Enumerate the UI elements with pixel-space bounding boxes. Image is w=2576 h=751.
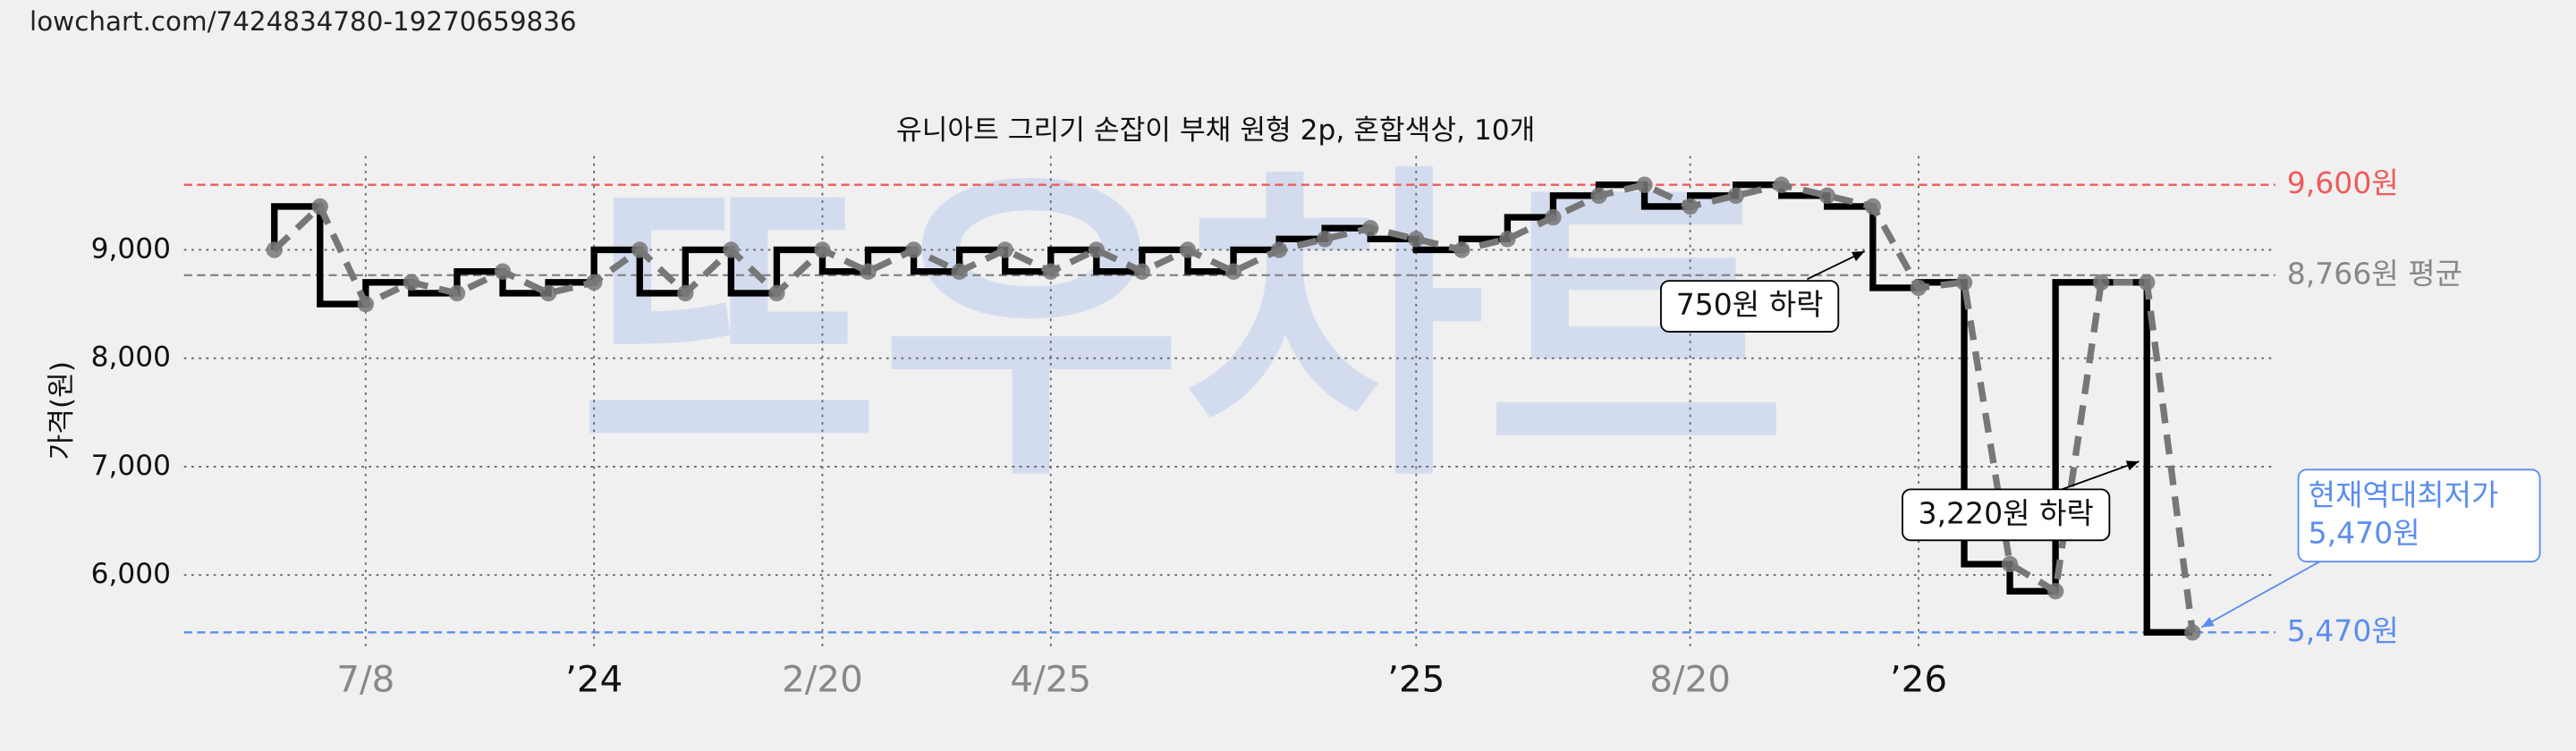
point	[1133, 263, 1151, 280]
point	[860, 263, 877, 280]
point	[539, 284, 557, 302]
x-tick-label: 2/20	[782, 657, 863, 700]
point	[1453, 241, 1470, 258]
point	[631, 241, 648, 258]
annotation-arrow	[2200, 561, 2320, 629]
x-tick-label: 4/25	[1010, 657, 1091, 700]
point	[448, 284, 466, 302]
point	[1545, 208, 1562, 226]
annotation-text: 현재역대최저가	[2309, 477, 2499, 512]
point	[2184, 624, 2201, 641]
x-tick-label: ’26	[1890, 657, 1947, 700]
y-tick-label: 8,000	[91, 342, 171, 374]
x-tick-label: ’24	[565, 657, 623, 700]
point	[402, 274, 420, 291]
point	[996, 241, 1013, 258]
annotation-text: 3,220원 하락	[1918, 495, 2093, 530]
point	[1042, 263, 1059, 280]
point	[2093, 274, 2110, 291]
point	[1910, 279, 1928, 297]
point	[1818, 187, 1835, 205]
x-tick-label: ’25	[1387, 657, 1445, 700]
url: lowchart.com/7424834780-19270659836	[30, 6, 577, 37]
point	[1362, 220, 1379, 237]
point	[1727, 187, 1744, 205]
point	[1864, 198, 1882, 215]
annotation-text: 5,470원	[2309, 515, 2420, 550]
reference-label: 9,600원	[2287, 165, 2399, 200]
point	[1590, 187, 1607, 205]
y-axis-label: 가격(원)	[46, 361, 78, 460]
point	[311, 198, 328, 215]
annotation-arrow	[2061, 460, 2140, 491]
reference-label: 8,766원 평균	[2287, 256, 2462, 291]
point	[1316, 231, 1334, 248]
point	[1499, 231, 1516, 248]
point	[677, 284, 694, 302]
annotation-box	[1660, 280, 1840, 333]
point	[357, 295, 375, 313]
chart-title: 유니아트 그리기 손잡이 부채 원형 2p, 혼합색상, 10개	[896, 114, 1535, 147]
arrow-head	[2201, 617, 2215, 628]
point	[585, 274, 603, 291]
reference-label: 5,470원	[2287, 613, 2399, 648]
x-tick-label: 8/20	[1649, 657, 1731, 700]
point	[1682, 198, 1699, 215]
point	[1408, 231, 1425, 248]
point	[951, 263, 968, 280]
point	[1224, 263, 1242, 280]
point	[1270, 241, 1288, 258]
y-tick-label: 7,000	[91, 450, 171, 482]
y-tick-label: 9,000	[91, 232, 171, 265]
annotation-text: 750원 하락	[1676, 287, 1824, 322]
point	[905, 241, 922, 258]
point	[1636, 176, 1653, 193]
point	[723, 241, 740, 258]
arrow-head	[2125, 460, 2140, 471]
point	[814, 241, 831, 258]
y-tick-label: 6,000	[91, 558, 171, 590]
point	[2046, 583, 2064, 600]
point	[266, 241, 283, 258]
point	[1955, 274, 1973, 291]
point	[1179, 241, 1197, 258]
point	[1088, 241, 1106, 258]
point	[2139, 274, 2156, 291]
point	[768, 284, 785, 302]
point	[1773, 176, 1790, 193]
annotation-box	[2297, 468, 2541, 563]
point	[2001, 555, 2019, 573]
arrow-head	[1852, 251, 1865, 262]
annotation-box	[1902, 488, 2111, 542]
watermark: 뜨우차트	[579, 138, 1788, 520]
point	[494, 263, 512, 280]
x-tick-label: 7/8	[336, 657, 394, 700]
